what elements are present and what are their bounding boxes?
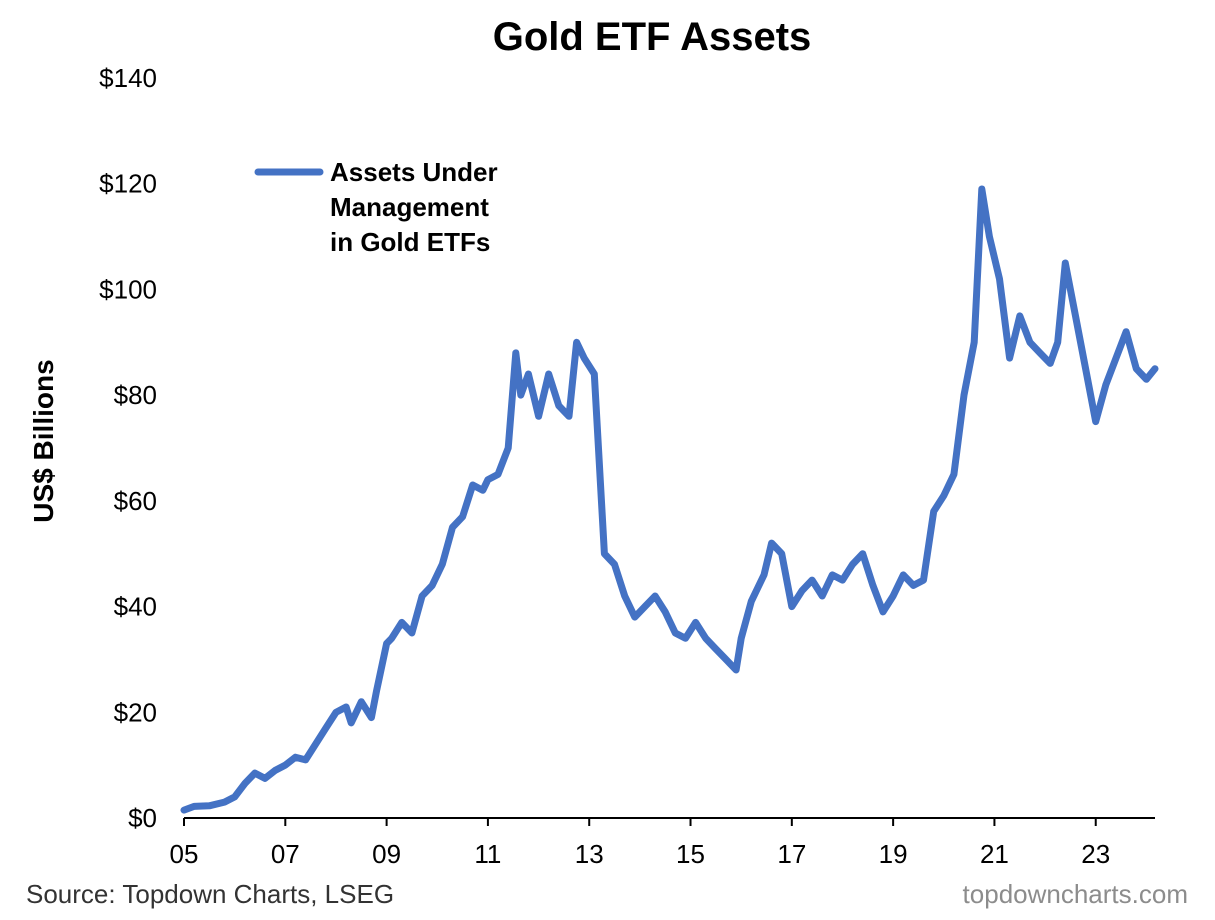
brand-watermark: topdowncharts.com <box>963 879 1188 909</box>
series-layer <box>180 185 1159 814</box>
y-tick-label: $120 <box>99 169 157 199</box>
y-tick-label: $100 <box>99 274 157 304</box>
source-note: Source: Topdown Charts, LSEG <box>26 879 394 909</box>
x-tick-label: 13 <box>575 839 604 869</box>
y-axis-label: US$ Billions <box>28 359 59 522</box>
legend-label: Assets Under <box>330 157 498 187</box>
y-axis-ticks: $0 $20 $40 $60 $80 $100 $120 $140 <box>99 63 157 833</box>
y-tick-label: $60 <box>114 486 157 516</box>
x-tick-label: 11 <box>474 839 501 869</box>
x-tick-label: 23 <box>1081 839 1110 869</box>
x-tick-label: 17 <box>777 839 806 869</box>
y-tick-label: $20 <box>114 697 157 727</box>
legend-label: Management <box>330 192 489 222</box>
x-tick-label: 21 <box>980 839 1009 869</box>
x-tick-label: 19 <box>879 839 908 869</box>
chart-title: Gold ETF Assets <box>493 15 812 59</box>
legend-label: in Gold ETFs <box>330 227 490 257</box>
x-tick-label: 09 <box>372 839 401 869</box>
y-tick-label: $40 <box>114 592 157 622</box>
x-axis: 05 07 09 11 13 15 17 19 21 23 <box>170 817 1155 869</box>
legend: Assets Under Management in Gold ETFs <box>254 157 498 257</box>
y-tick-label: $80 <box>114 380 157 410</box>
series-line <box>180 185 1159 814</box>
x-tick-label: 05 <box>170 839 199 869</box>
y-tick-label: $140 <box>99 63 157 93</box>
x-tick-label: 15 <box>676 839 705 869</box>
x-tick-label: 07 <box>271 839 300 869</box>
y-tick-label: $0 <box>128 803 157 833</box>
